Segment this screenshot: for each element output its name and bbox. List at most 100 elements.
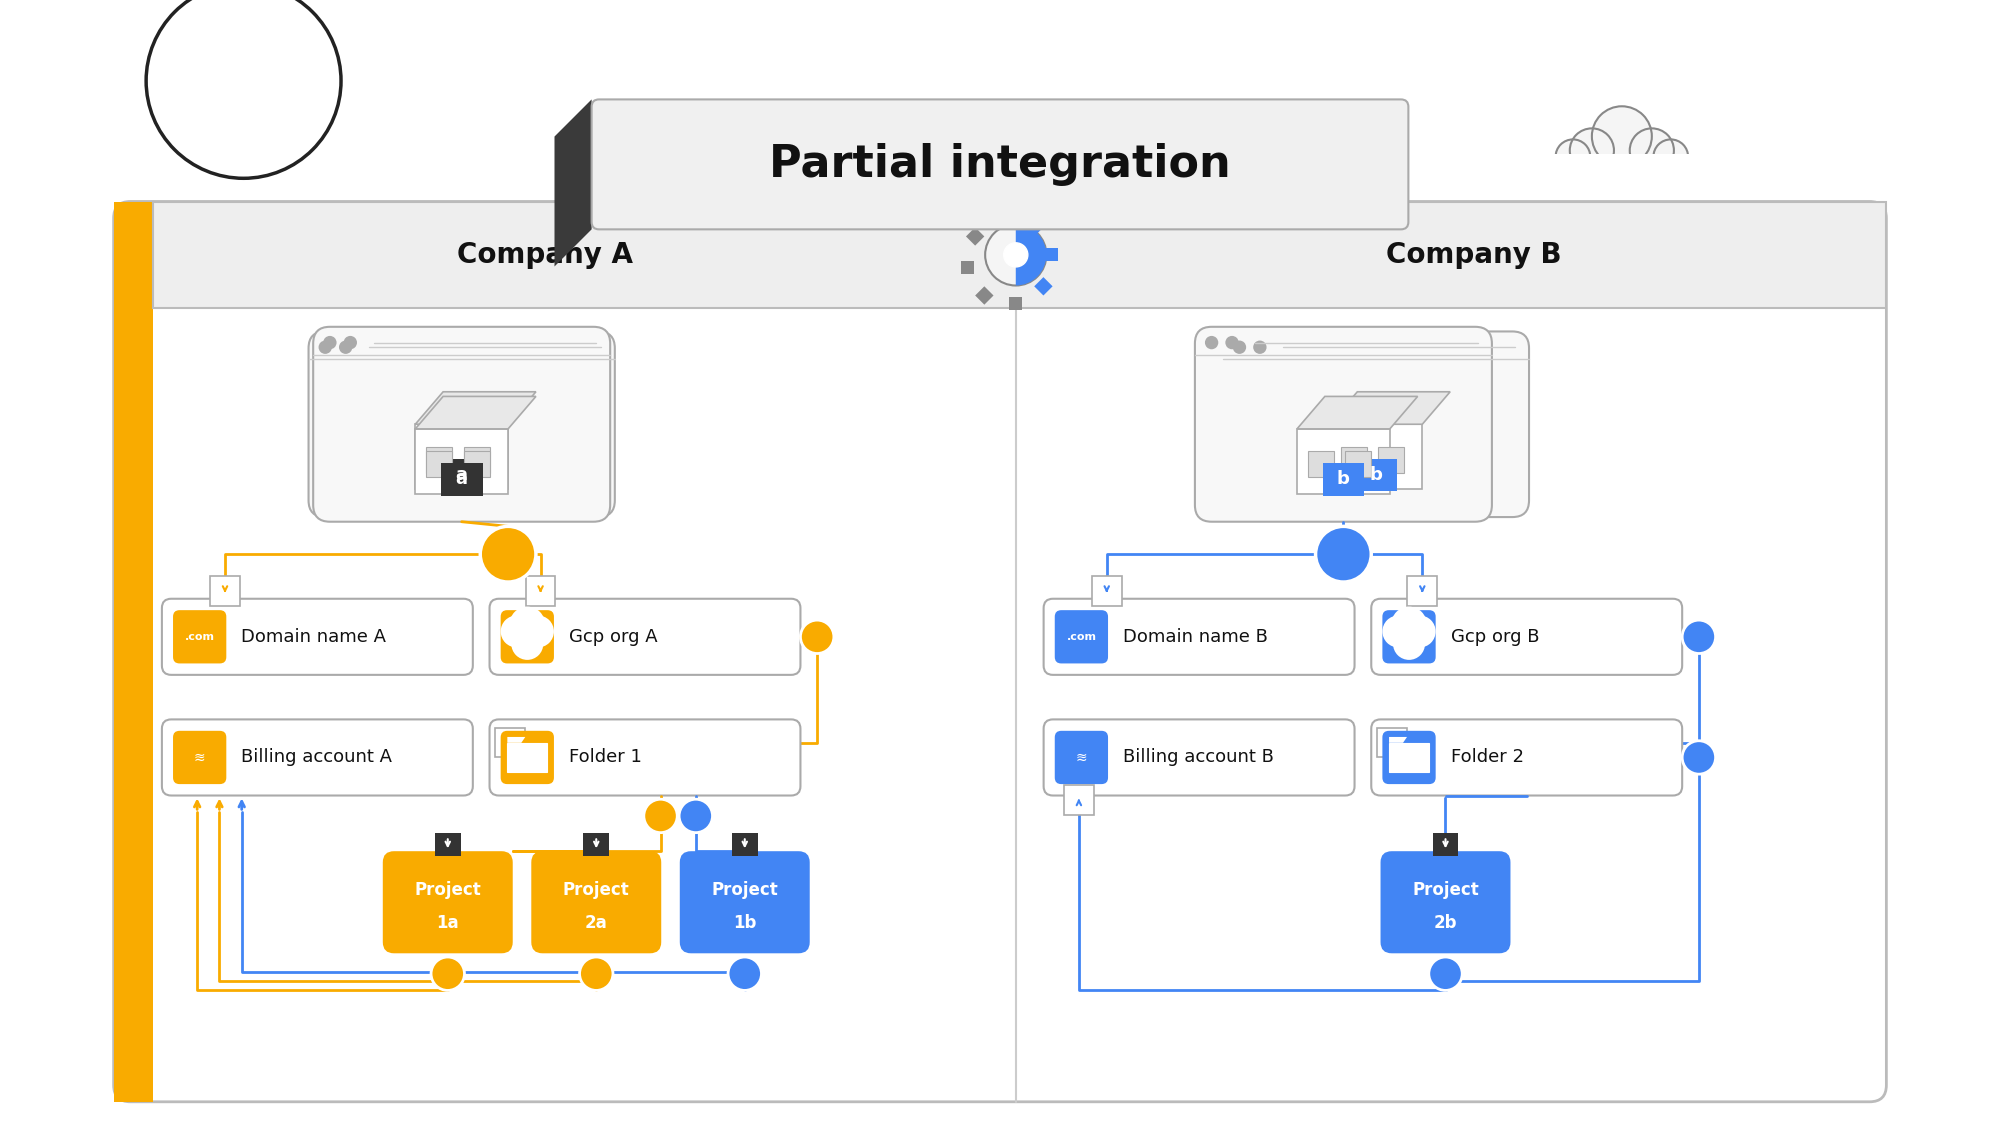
- Wedge shape: [1016, 224, 1046, 286]
- Circle shape: [522, 615, 554, 648]
- Bar: [1308, 451, 1334, 477]
- Bar: [210, 576, 240, 606]
- FancyBboxPatch shape: [162, 598, 472, 675]
- Circle shape: [1226, 336, 1238, 349]
- Bar: [732, 832, 758, 856]
- Text: Project: Project: [414, 881, 482, 899]
- FancyBboxPatch shape: [162, 719, 472, 795]
- Bar: [966, 227, 984, 245]
- Bar: [1010, 297, 1022, 309]
- FancyBboxPatch shape: [1054, 610, 1108, 664]
- Bar: [1346, 451, 1372, 477]
- Circle shape: [1682, 620, 1716, 654]
- FancyBboxPatch shape: [1372, 719, 1682, 795]
- Bar: [1356, 459, 1396, 492]
- Text: Gcp org B: Gcp org B: [1450, 628, 1540, 646]
- FancyBboxPatch shape: [500, 610, 554, 664]
- Circle shape: [500, 615, 532, 648]
- FancyBboxPatch shape: [532, 852, 662, 953]
- Circle shape: [644, 799, 678, 832]
- Bar: [440, 464, 482, 496]
- Circle shape: [1404, 615, 1436, 648]
- FancyBboxPatch shape: [174, 731, 226, 784]
- Circle shape: [728, 957, 762, 990]
- Text: .com: .com: [184, 632, 214, 641]
- FancyBboxPatch shape: [592, 99, 1408, 230]
- Circle shape: [1232, 341, 1246, 354]
- FancyBboxPatch shape: [1194, 326, 1492, 522]
- Bar: [434, 832, 460, 856]
- Bar: [962, 261, 974, 274]
- Bar: [1378, 447, 1404, 472]
- Text: Project: Project: [562, 881, 630, 899]
- Text: 1a: 1a: [436, 914, 460, 932]
- Polygon shape: [1390, 737, 1408, 742]
- Bar: [426, 447, 452, 472]
- Circle shape: [580, 957, 612, 990]
- Text: b: b: [1370, 466, 1382, 484]
- Polygon shape: [554, 99, 592, 267]
- Circle shape: [1592, 106, 1652, 166]
- Polygon shape: [416, 392, 536, 424]
- FancyBboxPatch shape: [1382, 731, 1436, 784]
- Bar: [1390, 742, 1430, 772]
- Text: Billing account B: Billing account B: [1122, 748, 1274, 766]
- Text: Partial integration: Partial integration: [770, 143, 1230, 186]
- Bar: [584, 832, 610, 856]
- Circle shape: [1556, 140, 1590, 174]
- Text: Company B: Company B: [1386, 241, 1562, 269]
- Text: Folder 1: Folder 1: [568, 748, 642, 766]
- Text: Billing account A: Billing account A: [242, 748, 392, 766]
- Text: Gcp org A: Gcp org A: [568, 628, 658, 646]
- Text: b: b: [1336, 470, 1350, 488]
- Polygon shape: [1298, 396, 1418, 429]
- FancyBboxPatch shape: [1222, 332, 1530, 518]
- Circle shape: [1382, 615, 1414, 648]
- Bar: [1092, 576, 1122, 606]
- Text: 1b: 1b: [734, 914, 756, 932]
- Circle shape: [480, 526, 536, 582]
- Bar: [1408, 576, 1438, 606]
- Bar: [1064, 785, 1094, 814]
- Bar: [114, 201, 152, 1101]
- Circle shape: [1570, 128, 1614, 172]
- Circle shape: [1254, 341, 1266, 354]
- Polygon shape: [416, 396, 536, 429]
- Bar: [440, 459, 482, 492]
- Bar: [426, 451, 452, 477]
- Circle shape: [324, 336, 336, 349]
- Circle shape: [800, 620, 834, 654]
- Circle shape: [512, 628, 544, 660]
- Bar: [1322, 464, 1364, 496]
- FancyBboxPatch shape: [114, 201, 1886, 1101]
- Circle shape: [1394, 628, 1426, 660]
- Bar: [996, 213, 1010, 226]
- FancyBboxPatch shape: [1044, 719, 1354, 795]
- FancyBboxPatch shape: [174, 610, 226, 664]
- Bar: [1340, 447, 1366, 472]
- FancyBboxPatch shape: [1372, 598, 1682, 675]
- Text: a: a: [456, 470, 468, 488]
- FancyBboxPatch shape: [490, 719, 800, 795]
- Bar: [416, 429, 508, 494]
- Text: 2a: 2a: [584, 914, 608, 932]
- Bar: [496, 728, 524, 757]
- Circle shape: [510, 606, 546, 642]
- Circle shape: [318, 341, 332, 354]
- Bar: [976, 286, 994, 305]
- Bar: [1298, 429, 1390, 494]
- Polygon shape: [508, 737, 526, 742]
- Text: Domain name B: Domain name B: [1122, 628, 1268, 646]
- Bar: [1432, 832, 1458, 856]
- FancyBboxPatch shape: [1044, 598, 1354, 675]
- FancyBboxPatch shape: [314, 326, 610, 522]
- Bar: [1026, 218, 1044, 236]
- Bar: [1536, 154, 1708, 178]
- Text: ≋: ≋: [194, 750, 206, 765]
- Circle shape: [1654, 140, 1688, 174]
- FancyBboxPatch shape: [382, 852, 512, 953]
- FancyBboxPatch shape: [1380, 852, 1510, 953]
- Circle shape: [1204, 336, 1218, 349]
- Text: .com: .com: [1066, 632, 1096, 641]
- Text: a: a: [456, 466, 468, 484]
